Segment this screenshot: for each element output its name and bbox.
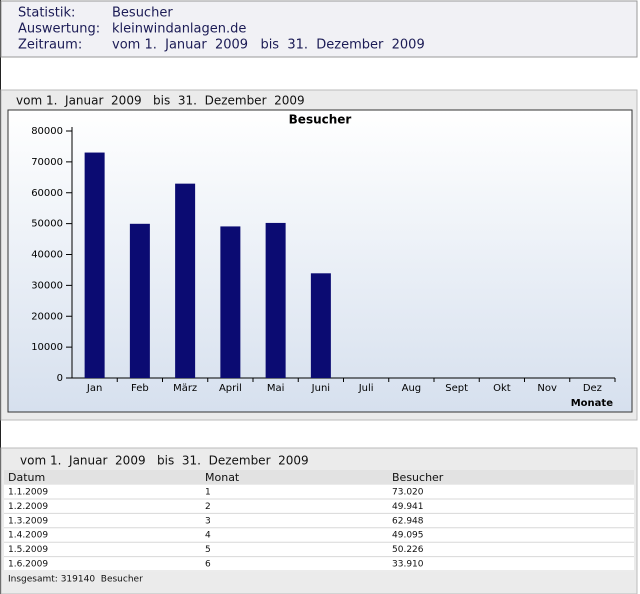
- x-tick-label: Mai: [267, 383, 285, 394]
- y-tick-label: 60000: [31, 188, 63, 199]
- x-tick-label: Dez: [583, 383, 602, 394]
- column-header: Datum: [8, 471, 45, 484]
- table-cell: 5: [205, 545, 211, 555]
- table-title: vom 1. Januar 2009 bis 31. Dezember 2009: [20, 454, 309, 468]
- x-tick-label: Juni: [311, 383, 330, 394]
- table-cell: 1.3.2009: [8, 516, 48, 526]
- x-tick-label: Juli: [358, 383, 374, 394]
- y-tick-label: 0: [57, 373, 63, 384]
- table-header-bg: [4, 470, 634, 484]
- header-label: Auswertung:: [18, 22, 100, 37]
- bar: [130, 224, 150, 378]
- table-cell: 1.5.2009: [8, 545, 48, 555]
- table-footer: Insgesamt: 319140 Besucher: [8, 575, 143, 585]
- table-cell: 1.2.2009: [8, 502, 48, 512]
- header-value: kleinwindanlagen.de: [112, 22, 246, 37]
- table-body-bg: [4, 485, 634, 572]
- table-cell: 1.6.2009: [8, 560, 48, 570]
- table-cell: 1: [205, 488, 211, 498]
- table-cell: 62.948: [392, 516, 424, 526]
- table-cell: 3: [205, 516, 211, 526]
- table-cell: 49.095: [392, 531, 424, 541]
- table-cell: 50.226: [392, 545, 424, 555]
- y-tick-label: 40000: [31, 250, 63, 261]
- x-tick-label: April: [219, 383, 242, 394]
- bar: [85, 153, 105, 378]
- table-cell: 4: [205, 531, 211, 541]
- y-tick-label: 10000: [31, 342, 63, 353]
- column-header: Besucher: [392, 471, 444, 484]
- table-cell: 1.1.2009: [8, 488, 48, 498]
- x-tick-label: Okt: [493, 383, 511, 394]
- header-label: Zeitraum:: [18, 38, 82, 53]
- table-cell: 6: [205, 560, 211, 570]
- header-value: Besucher: [112, 6, 173, 21]
- bar: [220, 226, 240, 378]
- x-tick-label: März: [173, 383, 197, 394]
- chart-title: Besucher: [289, 113, 352, 127]
- y-tick-label: 50000: [31, 219, 63, 230]
- bar: [311, 273, 331, 378]
- bar: [266, 223, 286, 378]
- table-cell: 73.020: [392, 488, 424, 498]
- y-tick-label: 20000: [31, 311, 63, 322]
- header-value: vom 1. Januar 2009 bis 31. Dezember 2009: [112, 38, 425, 53]
- y-tick-label: 30000: [31, 280, 63, 291]
- bar: [175, 184, 195, 378]
- x-tick-label: Nov: [537, 383, 557, 394]
- x-tick-label: Aug: [402, 383, 422, 394]
- x-tick-label: Jan: [86, 383, 102, 394]
- y-tick-label: 70000: [31, 157, 63, 168]
- y-tick-label: 80000: [31, 126, 63, 137]
- header-label: Statistik:: [18, 6, 75, 21]
- table-cell: 1.4.2009: [8, 531, 48, 541]
- table-cell: 33.910: [392, 560, 424, 570]
- column-header: Monat: [205, 471, 240, 484]
- x-tick-label: Feb: [131, 383, 149, 394]
- section-title: vom 1. Januar 2009 bis 31. Dezember 2009: [16, 94, 305, 108]
- x-tick-label: Sept: [445, 383, 468, 394]
- table-cell: 2: [205, 502, 211, 512]
- x-axis-label: Monate: [571, 398, 613, 409]
- table-cell: 49.941: [392, 502, 424, 512]
